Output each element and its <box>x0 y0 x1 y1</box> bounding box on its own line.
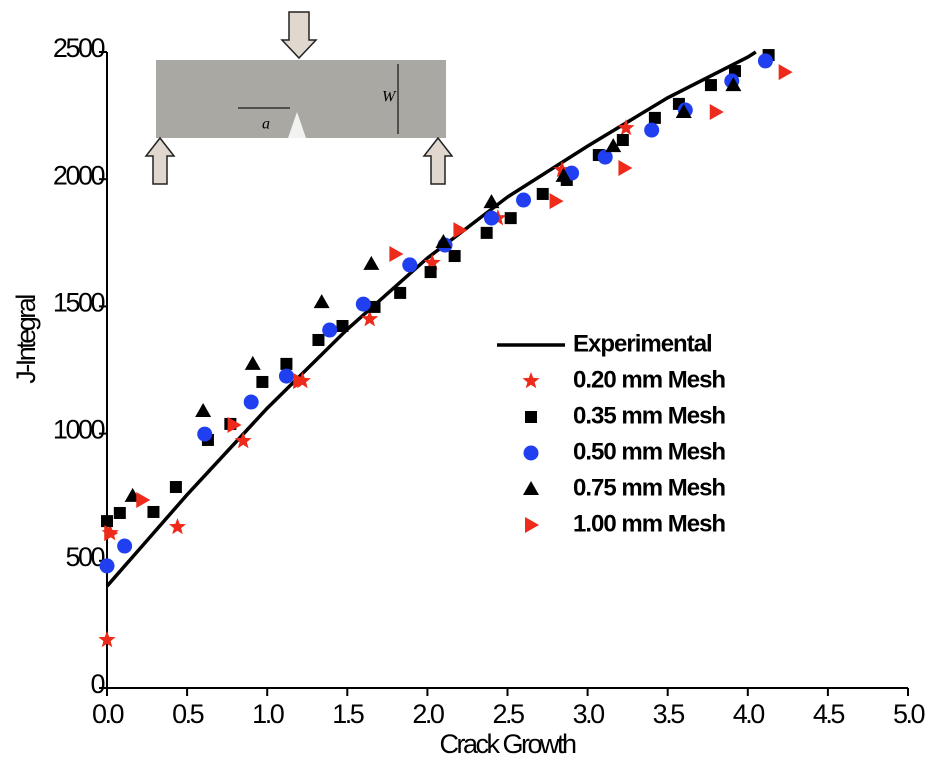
square-marker <box>616 134 629 147</box>
square-marker <box>280 357 293 370</box>
square-marker <box>336 319 349 332</box>
legend-label: 0.35 mm Mesh <box>573 402 725 429</box>
legend-label: 0.50 mm Mesh <box>573 438 725 465</box>
triangle-marker <box>435 234 452 249</box>
legend-label: Experimental <box>573 330 712 357</box>
circle-marker <box>197 426 213 442</box>
support-arrow <box>144 136 176 185</box>
star-marker <box>617 119 635 136</box>
circle-marker <box>516 192 532 208</box>
square-marker <box>448 250 461 263</box>
circle-marker <box>757 53 773 69</box>
y-tick-label: 500 <box>65 542 104 572</box>
x-tick-label: 2.5 <box>492 699 524 729</box>
circle-marker <box>402 257 418 273</box>
triangle-right-marker <box>549 193 564 210</box>
star-marker <box>98 630 116 648</box>
triangle-right-marker <box>227 416 242 433</box>
x-tick-label: 5.0 <box>893 699 925 729</box>
square-marker <box>113 506 126 519</box>
triangle-marker <box>244 355 261 370</box>
triangle-right-marker <box>104 525 119 542</box>
square-marker <box>147 505 160 518</box>
load-arrow <box>280 11 318 60</box>
legend-label: 0.20 mm Mesh <box>573 366 725 393</box>
inset-notch <box>288 112 306 138</box>
x-tick-label: 1.0 <box>252 699 284 729</box>
triangle-right-marker <box>293 372 308 389</box>
y-tick-label: 1000 <box>53 415 105 445</box>
x-tick-label: 0.5 <box>172 699 204 729</box>
triangle-marker <box>555 167 572 182</box>
square-marker <box>312 333 325 346</box>
triangle-marker <box>195 402 212 417</box>
y-tick-label: 2000 <box>53 160 105 190</box>
square-marker <box>704 79 717 92</box>
circle-marker <box>322 322 338 338</box>
triangle-right-marker <box>136 491 151 508</box>
star-marker <box>423 253 441 271</box>
circle-marker <box>99 558 115 574</box>
x-tick-label: 0.0 <box>92 699 124 729</box>
triangle-marker <box>483 194 500 209</box>
star-marker <box>522 372 540 389</box>
square-marker <box>368 300 381 313</box>
square-marker <box>504 212 517 225</box>
inset-photo: a W <box>144 11 454 185</box>
y-tick-label: 0 <box>90 669 104 699</box>
x-tick-label: 1.5 <box>332 699 364 729</box>
y-axis-title: J-Integral <box>11 295 41 384</box>
star-marker <box>553 161 571 178</box>
circle-marker <box>644 122 660 138</box>
square-marker <box>256 375 269 388</box>
circle-marker <box>243 394 259 410</box>
square-marker <box>525 411 537 423</box>
y-tick-label: 2500 <box>53 33 105 63</box>
triangle-marker <box>313 294 330 309</box>
experimental-line <box>105 50 757 588</box>
inset-label: W <box>382 89 397 106</box>
square-marker <box>424 266 437 279</box>
triangle-marker <box>675 104 692 119</box>
x-tick-label: 2.0 <box>412 699 444 729</box>
y-tick-label: 1500 <box>53 288 105 318</box>
legend-label: 1.00 mm Mesh <box>573 510 725 537</box>
circle-marker <box>483 210 499 226</box>
triangle-right-marker <box>525 517 539 533</box>
square-marker <box>394 286 407 299</box>
square-marker <box>169 481 182 494</box>
triangle-marker <box>363 255 380 270</box>
triangle-right-marker <box>618 160 633 177</box>
x-tick-label: 4.5 <box>813 699 845 729</box>
triangle-right-marker <box>709 104 724 121</box>
circle-marker <box>117 538 133 554</box>
support-arrow <box>422 136 454 185</box>
triangle-marker <box>725 77 742 92</box>
star-marker <box>234 432 252 449</box>
circle-marker <box>278 368 294 384</box>
inset-label: a <box>262 116 270 133</box>
x-tick-label: 3.5 <box>653 699 685 729</box>
circle-marker <box>355 296 371 312</box>
triangle-marker <box>605 138 622 153</box>
square-marker <box>101 515 113 528</box>
legend: Experimental 0.20 mm Mesh 0.35 mm Mesh 0.50… <box>497 330 726 537</box>
square-marker <box>480 226 493 239</box>
x-axis-title: Crack Growth <box>439 729 576 759</box>
legend-label: 0.75 mm Mesh <box>573 474 725 501</box>
x-tick-label: 3.0 <box>573 699 605 729</box>
triangle-right-marker <box>389 245 404 262</box>
triangle-marker <box>523 481 539 495</box>
star-marker <box>168 518 186 535</box>
square-marker <box>536 187 549 200</box>
circle-marker <box>597 149 613 165</box>
circle-marker <box>523 445 539 461</box>
star-marker <box>361 310 379 327</box>
square-marker <box>648 111 661 124</box>
triangle-right-marker <box>453 222 468 239</box>
x-tick-label: 4.0 <box>733 699 765 729</box>
triangle-right-marker <box>778 64 793 81</box>
